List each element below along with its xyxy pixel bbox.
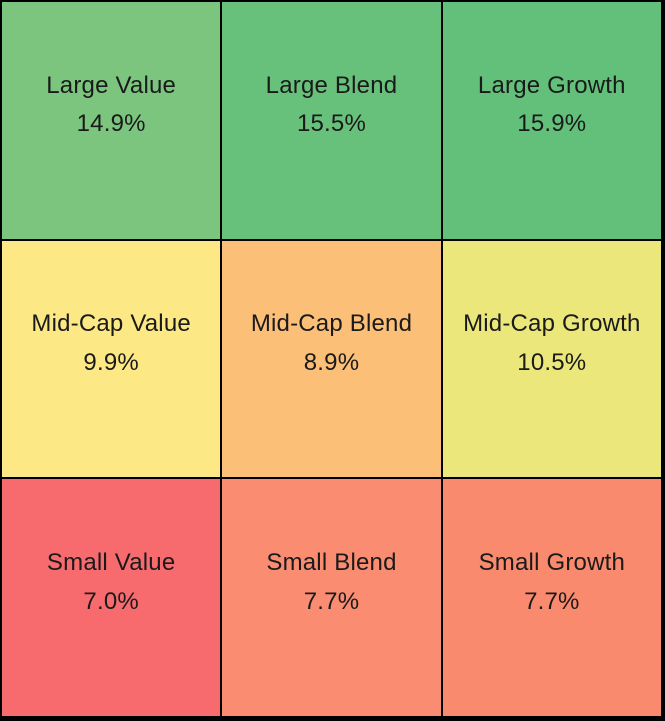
cell-label: Mid-Cap Value	[31, 310, 191, 338]
cell-value: 9.9%	[83, 348, 139, 376]
cell-label: Small Value	[46, 548, 176, 576]
cell-midcap-growth: Mid-Cap Growth 10.5%	[442, 240, 661, 478]
cell-value: 7.7%	[524, 587, 580, 615]
cell-value: 15.5%	[296, 110, 367, 138]
cell-value: 7.0%	[83, 587, 139, 615]
cell-large-blend: Large Blend 15.5%	[222, 2, 441, 239]
cell-small-growth: Small Growth 7.7%	[442, 479, 661, 716]
cell-value: 10.5%	[517, 348, 587, 376]
cell-value: 14.9%	[76, 110, 146, 138]
cell-label: Large Growth	[477, 71, 626, 99]
cell-value: 15.9%	[517, 110, 587, 138]
cell-label: Small Growth	[478, 548, 626, 576]
cell-midcap-blend: Mid-Cap Blend 8.9%	[222, 240, 441, 478]
cell-label: Large Value	[46, 71, 177, 99]
cell-large-growth: Large Growth 15.9%	[442, 2, 661, 239]
cell-label: Mid-Cap Blend	[250, 310, 413, 338]
cell-label: Mid-Cap Growth	[463, 310, 641, 338]
cell-large-value: Large Value 14.9%	[2, 2, 221, 239]
cell-small-value: Small Value 7.0%	[2, 479, 221, 716]
cell-value: 7.7%	[303, 587, 360, 615]
cell-midcap-value: Mid-Cap Value 9.9%	[2, 240, 221, 478]
cell-label: Small Blend	[266, 548, 397, 576]
cell-value: 8.9%	[303, 348, 360, 376]
cell-small-blend: Small Blend 7.7%	[222, 479, 441, 716]
cell-label: Large Blend	[265, 71, 398, 99]
